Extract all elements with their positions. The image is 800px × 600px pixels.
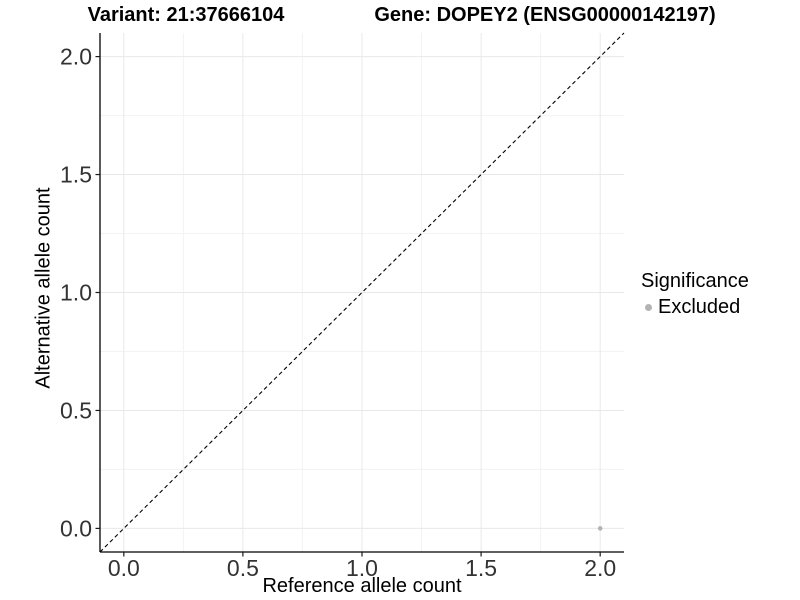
- x-axis-title: Reference allele count: [262, 575, 462, 597]
- legend-item-label: Excluded: [658, 296, 741, 318]
- y-tick-label: 0.5: [60, 397, 92, 423]
- y-tick-label: 1.5: [60, 162, 92, 188]
- legend: Significance Excluded: [641, 270, 749, 319]
- plot-title-variant: Variant: 21:37666104: [87, 4, 285, 26]
- legend-point-icon: [645, 304, 652, 311]
- plot-title-gene: Gene: DOPEY2 (ENSG00000142197): [374, 4, 716, 26]
- x-tick-label: 1.0: [346, 555, 378, 581]
- y-tick-label: 2.0: [60, 44, 92, 70]
- legend-title: Significance: [641, 270, 749, 292]
- identity-dashed-line: [99, 32, 625, 553]
- x-tick-label: 0.0: [108, 555, 140, 581]
- y-axis-title: Alternative allele count: [32, 187, 55, 389]
- x-tick-label: 2.0: [584, 555, 616, 581]
- x-tick-label: 1.5: [465, 555, 497, 581]
- x-tick-label: 0.5: [227, 555, 259, 581]
- data-point-excluded: [597, 526, 603, 531]
- y-tick-label: 1.0: [60, 280, 92, 306]
- legend-item-excluded: Excluded: [645, 296, 749, 319]
- y-tick-label: 0.0: [60, 515, 92, 541]
